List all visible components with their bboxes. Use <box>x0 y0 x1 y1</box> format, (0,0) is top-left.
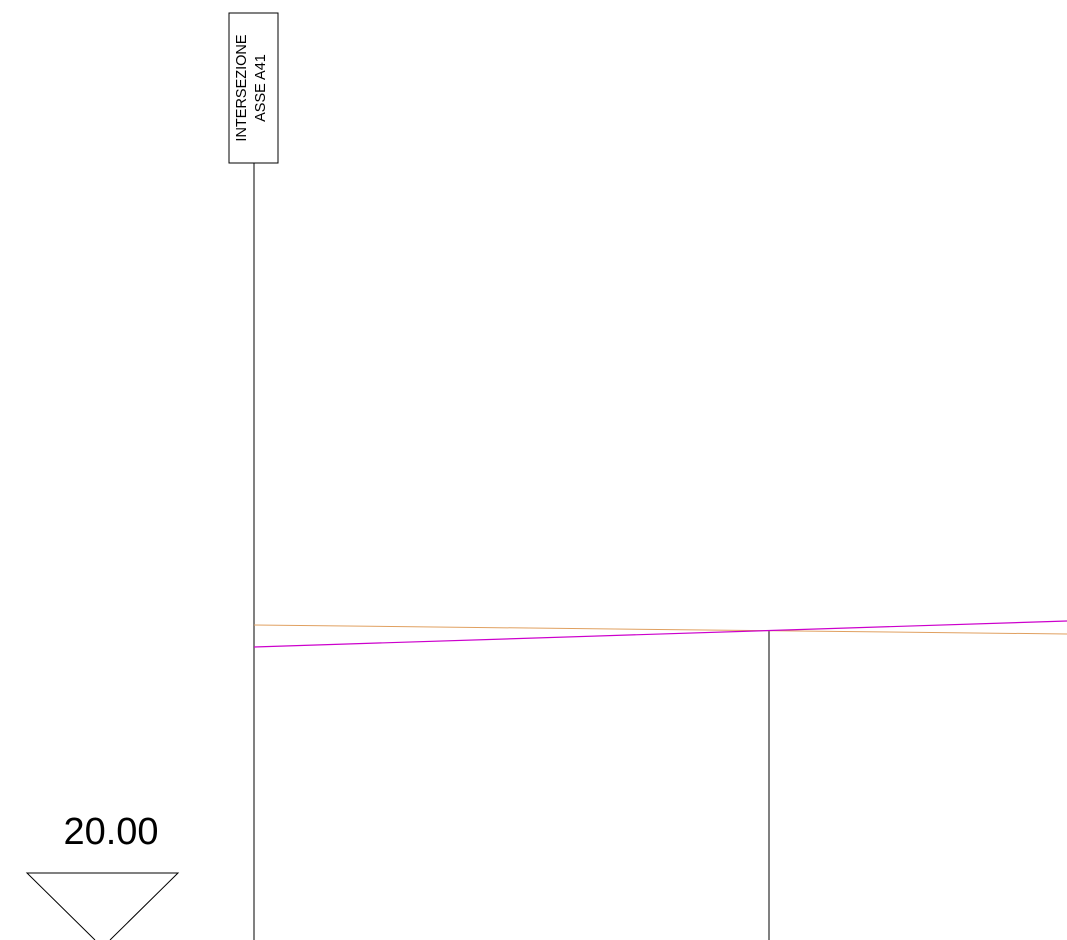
elevation-triangle-icon <box>25 872 180 940</box>
elevation-value: 20.00 <box>63 811 158 853</box>
axis-label-group: INTERSEZIONE ASSE A41 <box>228 12 279 164</box>
axis-label-line2: ASSE A41 <box>253 54 269 122</box>
axis-label-line1: INTERSEZIONE <box>234 34 250 141</box>
orange-profile-line <box>253 624 1067 635</box>
axis-label-box <box>228 12 279 164</box>
magenta-profile-line <box>253 620 1067 648</box>
elevation-marker: 20.00 <box>25 811 180 940</box>
